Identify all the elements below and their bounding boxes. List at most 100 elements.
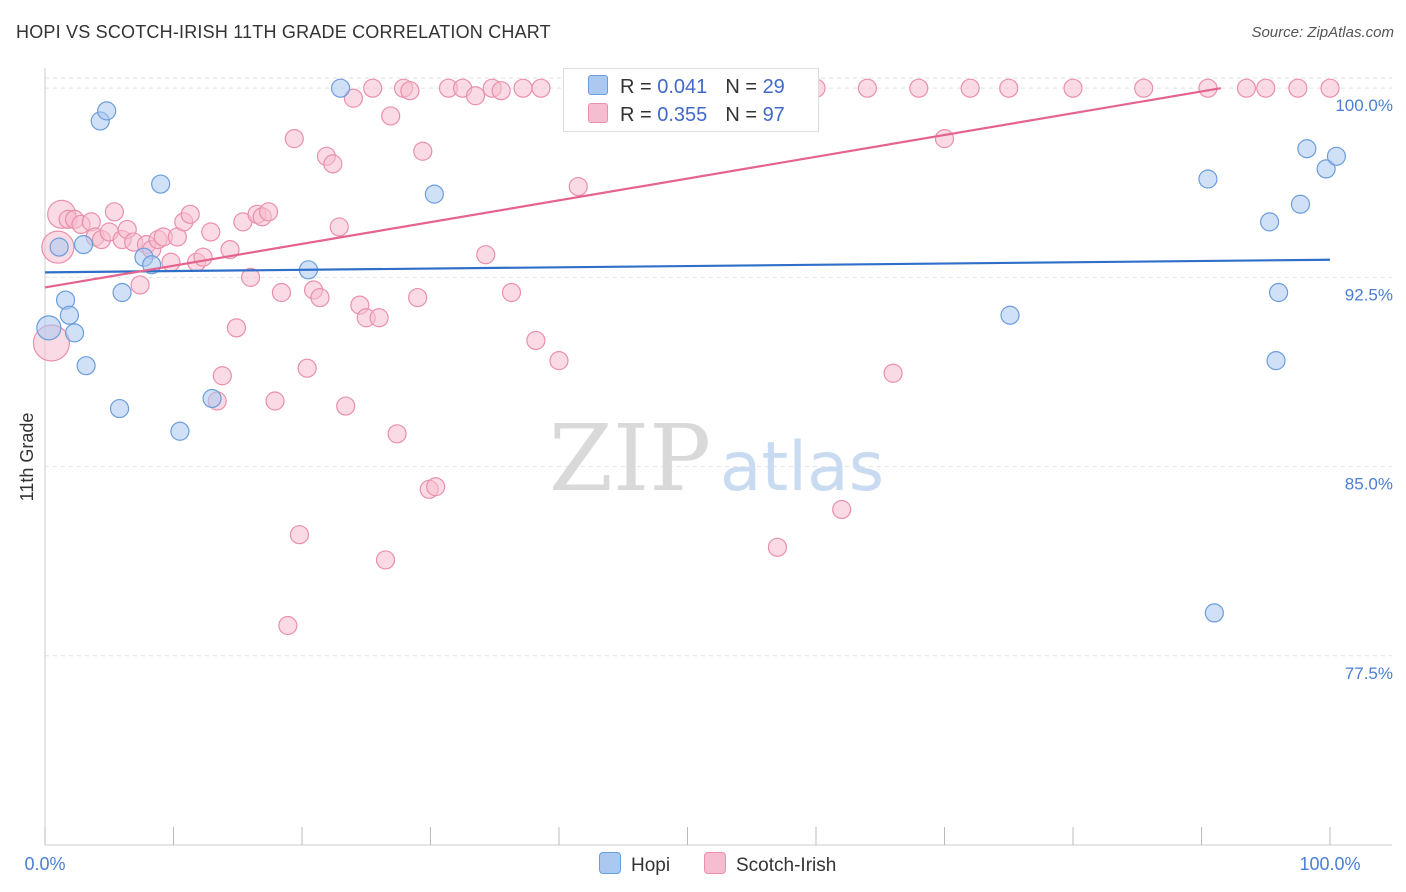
- legend-item-scotch-irish[interactable]: Scotch-Irish: [704, 852, 836, 877]
- hopi-point: [1290, 194, 1311, 214]
- scotch-irish-point: [476, 245, 496, 265]
- legend-n-label: N =: [725, 76, 757, 98]
- watermark-atlas: atlas: [720, 428, 884, 507]
- scotch-irish-point: [883, 363, 903, 383]
- scotch-irish-point: [465, 86, 486, 106]
- legend-row-scotch-irish: R = 0.355 N = 97: [588, 103, 785, 126]
- hopi-trend-line: [44, 258, 1331, 274]
- hopi-point: [151, 174, 171, 194]
- legend-row-hopi: R = 0.041 N = 29: [588, 75, 785, 98]
- scotch-irish-point: [265, 391, 285, 411]
- axis-layer: 77.5% 85.0% 92.5% 100.0% 0.0% 100.0%: [24, 68, 1393, 874]
- scotch-irish-r-value: 0.355: [657, 104, 708, 126]
- scotch-irish-point: [289, 525, 310, 545]
- scotch-irish-point: [258, 202, 279, 222]
- hopi-point: [76, 356, 96, 376]
- scotch-irish-point: [297, 358, 317, 378]
- scotch-irish-point: [310, 287, 330, 308]
- points-layer: [32, 78, 1347, 636]
- scotch-irish-point: [491, 81, 511, 101]
- scotch-irish-point: [323, 154, 343, 174]
- x-tick-label: 0.0%: [24, 854, 65, 874]
- scotch-irish-point: [278, 615, 298, 636]
- scotch-irish-point: [329, 217, 349, 237]
- hopi-point: [1297, 139, 1317, 159]
- trend-layer: [44, 87, 1331, 289]
- hopi-point: [1204, 603, 1224, 623]
- scotch-irish-swatch: [588, 103, 608, 123]
- hopi-point: [109, 398, 130, 419]
- scotch-irish-legend-label: Scotch-Irish: [736, 855, 837, 876]
- legend-r-label: R =: [620, 104, 652, 126]
- hopi-point: [202, 388, 222, 409]
- scotch-irish-point: [180, 204, 200, 224]
- scotch-irish-trend-line: [44, 87, 1221, 289]
- scotch-irish-point: [336, 396, 356, 416]
- y-tick-label: 92.5%: [1345, 285, 1393, 304]
- scotch-irish-point: [212, 366, 232, 386]
- hopi-r-value: 0.041: [657, 76, 708, 98]
- series-legend: Hopi Scotch-Irish: [0, 852, 1406, 878]
- scotch-irish-point: [363, 78, 383, 98]
- y-tick-label: 85.0%: [1345, 475, 1393, 494]
- scotch-irish-point: [767, 537, 788, 557]
- scotch-irish-point: [526, 330, 546, 351]
- hopi-point: [112, 282, 132, 303]
- grid-layer: [45, 77, 1392, 657]
- scotch-irish-point: [375, 550, 396, 570]
- correlation-legend: R = 0.041 N = 29 R = 0.355 N = 97: [563, 68, 819, 132]
- hopi-point: [424, 184, 444, 204]
- scotch-irish-point: [1134, 78, 1154, 98]
- scotch-irish-point: [1288, 78, 1308, 98]
- scotch-irish-point: [104, 202, 124, 222]
- scotch-irish-point: [271, 282, 292, 303]
- hopi-point: [1000, 305, 1020, 325]
- hopi-swatch: [588, 75, 608, 95]
- scotch-irish-point: [1063, 78, 1083, 98]
- scotch-irish-point: [426, 477, 446, 497]
- scotch-irish-point: [501, 282, 522, 303]
- scotch-irish-point: [531, 78, 551, 98]
- legend-n-label: N =: [725, 104, 757, 126]
- scotch-irish-point: [960, 78, 980, 98]
- hopi-point: [49, 237, 69, 257]
- hopi-n-value: 29: [762, 76, 785, 98]
- scotch-irish-point: [513, 78, 533, 98]
- scotch-irish-point: [408, 287, 428, 308]
- hopi-point: [1260, 212, 1280, 232]
- scotch-irish-point: [832, 499, 852, 520]
- scotch-irish-point: [343, 88, 363, 108]
- scotch-irish-point: [201, 222, 221, 242]
- hopi-point: [36, 315, 62, 341]
- hopi-legend-swatch: [599, 852, 621, 874]
- scotch-irish-point: [220, 240, 240, 260]
- hopi-point: [97, 101, 117, 121]
- y-tick-label: 100.0%: [1335, 96, 1393, 115]
- scotch-irish-point: [241, 267, 261, 287]
- scotch-irish-point: [934, 129, 955, 149]
- scotch-irish-point: [369, 308, 389, 328]
- hopi-point: [1266, 351, 1286, 371]
- watermark: ZIP atlas: [549, 405, 884, 512]
- scotch-irish-point: [999, 78, 1019, 98]
- scotch-irish-n-value: 97: [762, 104, 785, 126]
- scotch-irish-point: [909, 78, 929, 98]
- legend-item-hopi[interactable]: Hopi: [599, 852, 670, 877]
- hopi-legend-label: Hopi: [631, 855, 671, 876]
- scotch-irish-point: [284, 129, 304, 149]
- scotch-irish-point: [193, 247, 213, 267]
- scotch-irish-point: [226, 318, 247, 338]
- hopi-point: [1198, 169, 1218, 189]
- scotch-irish-point: [400, 81, 420, 101]
- chart-title: HOPI VS SCOTCH-IRISH 11TH GRADE CORRELAT…: [16, 22, 551, 42]
- hopi-point: [59, 305, 80, 325]
- scotch-irish-point: [387, 424, 407, 444]
- legend-r-label: R =: [620, 76, 652, 98]
- hopi-point: [1268, 282, 1289, 303]
- scotch-irish-point: [413, 141, 433, 161]
- hopi-point: [1316, 159, 1336, 179]
- hopi-point: [1326, 146, 1347, 166]
- watermark-zip: ZIP: [549, 405, 711, 512]
- y-axis-label: 11th Grade: [17, 413, 37, 502]
